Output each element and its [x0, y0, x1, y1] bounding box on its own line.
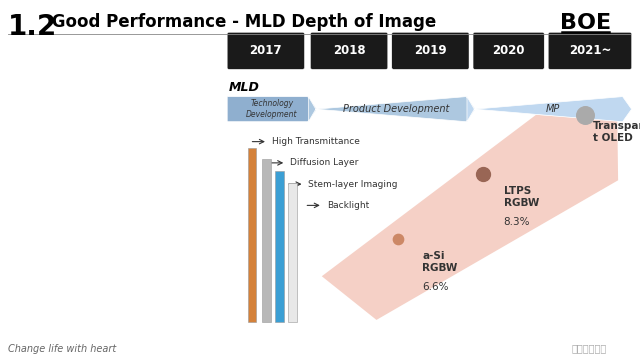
Text: Stem-layer Imaging: Stem-layer Imaging	[308, 180, 398, 189]
Point	[580, 112, 590, 118]
FancyBboxPatch shape	[227, 32, 305, 69]
Polygon shape	[308, 96, 475, 122]
FancyBboxPatch shape	[392, 32, 469, 69]
Text: 6.6%: 6.6%	[422, 282, 449, 292]
Bar	[262, 159, 271, 322]
FancyBboxPatch shape	[548, 32, 632, 69]
Text: 2020: 2020	[492, 44, 525, 57]
Point	[393, 236, 403, 242]
Polygon shape	[227, 96, 317, 122]
Text: 1.2: 1.2	[8, 13, 57, 41]
Text: BOE: BOE	[560, 13, 611, 33]
Text: MP: MP	[546, 104, 561, 114]
Text: 2021~: 2021~	[569, 44, 611, 57]
Bar	[288, 183, 297, 322]
Polygon shape	[322, 115, 618, 320]
Text: High Transmittance: High Transmittance	[272, 137, 360, 146]
Text: Good Performance - MLD Depth of Image: Good Performance - MLD Depth of Image	[46, 13, 436, 31]
Text: Technology
Development: Technology Development	[246, 99, 298, 119]
Text: Diffusion Layer: Diffusion Layer	[290, 158, 358, 167]
Point	[478, 171, 488, 177]
Bar	[275, 171, 284, 322]
Text: LTPS
RGBW: LTPS RGBW	[504, 186, 539, 208]
Text: a-Si
RGBW: a-Si RGBW	[422, 251, 458, 273]
Text: MLD: MLD	[229, 81, 260, 94]
Polygon shape	[467, 96, 632, 122]
Text: Backlight: Backlight	[327, 201, 369, 210]
Text: 8.3%: 8.3%	[504, 217, 530, 227]
Text: Transparen
t OLED: Transparen t OLED	[593, 121, 640, 143]
FancyBboxPatch shape	[310, 32, 388, 69]
Text: 2017: 2017	[250, 44, 282, 57]
Text: 2018: 2018	[333, 44, 365, 57]
FancyBboxPatch shape	[473, 32, 544, 69]
Bar	[248, 148, 257, 322]
Text: 用心改变生活: 用心改变生活	[571, 343, 607, 354]
Text: 2019: 2019	[414, 44, 447, 57]
Text: Change life with heart: Change life with heart	[8, 343, 116, 354]
Text: Product Development: Product Development	[342, 104, 449, 114]
